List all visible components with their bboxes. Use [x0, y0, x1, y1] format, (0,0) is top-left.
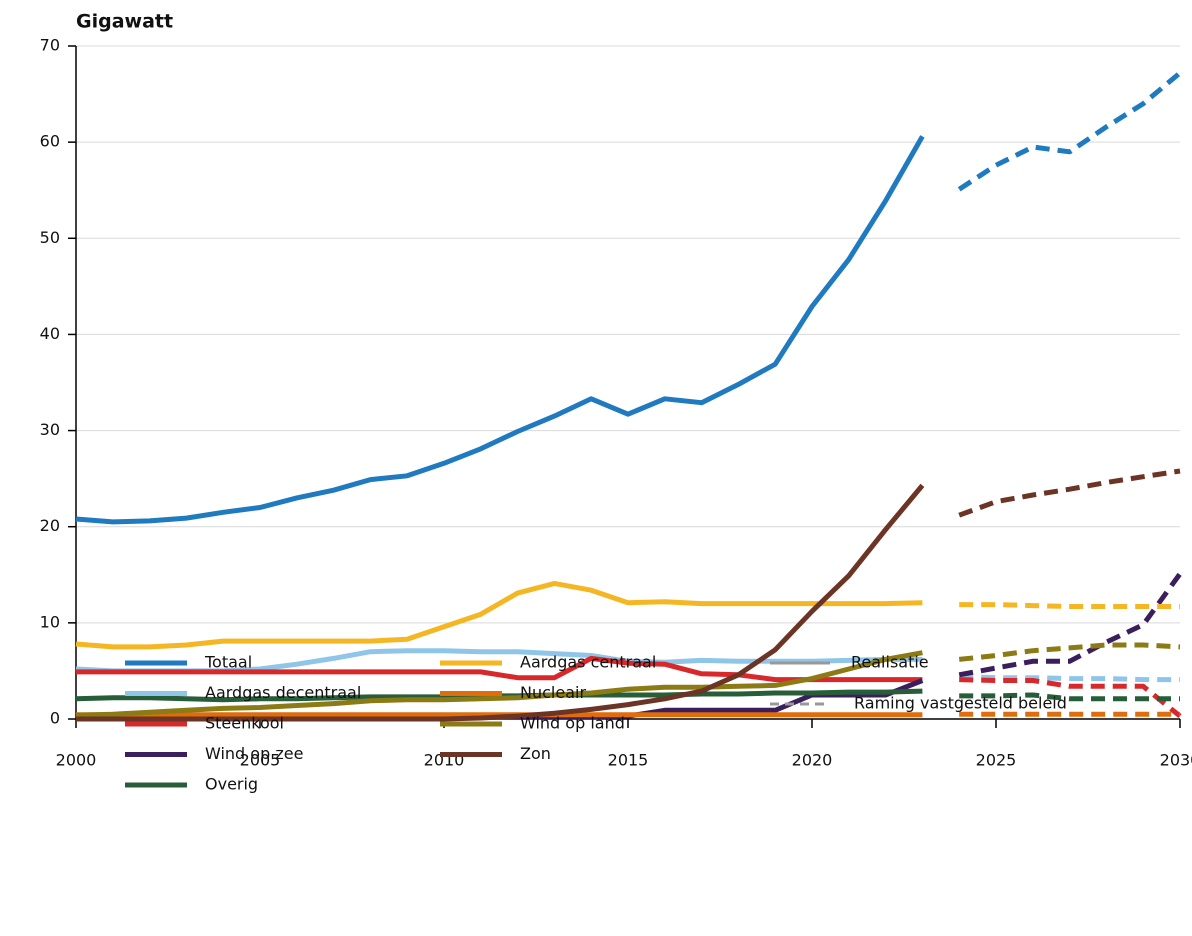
legend-label: Zon: [520, 744, 551, 763]
x-tick-label: 2020: [792, 751, 833, 770]
projection-line: [957, 70, 1182, 192]
legend-label: Aardgas decentraal: [205, 683, 361, 702]
legend-label: Wind op land: [520, 714, 625, 733]
series-line: [76, 483, 925, 722]
legend-label: Overig: [205, 775, 258, 794]
x-tick-label: 2000: [56, 751, 97, 770]
legend-label: Steenkool: [205, 714, 284, 733]
legend-label: Raming vastgesteld beleid: [854, 694, 1067, 713]
y-tick-label: 60: [40, 132, 60, 151]
y-tick-label: 50: [40, 228, 60, 247]
projection-line: [958, 642, 1181, 662]
series-line: [75, 135, 925, 525]
projection-line: [958, 468, 1181, 518]
projection-line: [959, 602, 1180, 609]
legend-label: Realisatie: [851, 653, 929, 672]
y-tick-label: 30: [40, 420, 60, 439]
y-tick-label: 10: [40, 612, 60, 631]
legend-label: Totaal: [204, 653, 252, 672]
legend-label: Wind op zee: [205, 744, 303, 763]
legend-label: Nucleair: [520, 683, 586, 702]
series-line: [75, 580, 923, 650]
y-tick-label: 20: [40, 516, 60, 535]
x-tick-label: 2025: [976, 751, 1017, 770]
y-tick-label: 40: [40, 324, 60, 343]
y-tick-label: 0: [50, 709, 60, 728]
projection-line: [958, 572, 1183, 678]
series-line: [76, 655, 923, 683]
legend-label: Aardgas centraal: [520, 653, 656, 672]
x-tick-label: 2015: [608, 751, 649, 770]
series-line: [75, 650, 923, 718]
x-tick-label: 2005: [240, 751, 281, 770]
projection-line: [959, 674, 1180, 683]
projection-line: [959, 677, 1182, 719]
projection-line: [959, 692, 1180, 702]
y-tick-label: 70: [40, 36, 60, 55]
axis-title: Gigawatt: [76, 11, 173, 33]
